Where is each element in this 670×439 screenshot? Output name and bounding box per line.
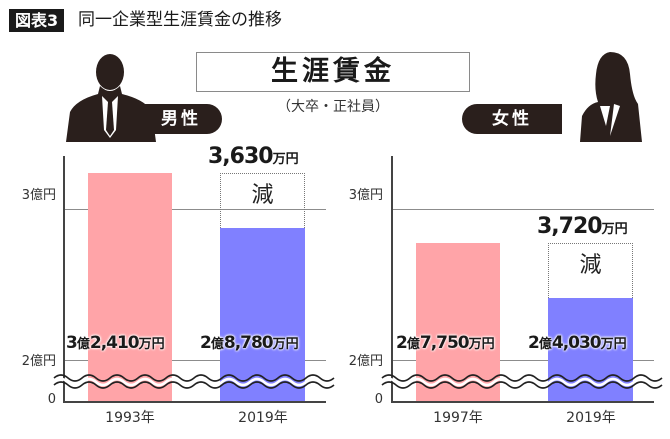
value-label-male-2019: 2億8,780万円 [200,333,299,353]
female-label-pill: 女性 [462,104,562,134]
x-axis-female [391,401,654,403]
gridline-2oku-female [392,360,654,361]
decrease-amount-female: 3,720万円 [537,214,628,239]
axis-break-wave-icon [381,374,663,389]
decrease-amount-value: 3,720 [537,214,603,239]
x-axis-male [63,401,326,403]
gridline-3oku-female [392,209,654,210]
male-label-pill: 男性 [140,104,222,134]
chart-subtitle: （大卒・正社員） [277,99,389,115]
axis-break-wave-icon [53,374,335,389]
decrease-box-male: 減 [220,173,305,228]
y-tick-2oku-female: 2億円 [348,354,383,369]
x-label-1993: 1993年 [105,410,155,426]
value-label-male-1993: 3億2,410万円 [66,333,165,353]
gridline-2oku [64,360,326,361]
value-label-female-2019: 2億4,030万円 [528,333,627,353]
y-tick-zero: 0 [47,392,56,407]
value-label-female-1997: 2億7,750万円 [396,333,495,353]
bar-male-2019 [220,228,305,401]
decrease-box-female: 減 [548,243,633,298]
y-tick-zero-female: 0 [374,392,383,407]
businessman-silhouette-icon [66,54,156,142]
bar-female-1997 [416,243,500,401]
x-label-1997: 1997年 [433,410,483,426]
y-tick-3oku-female: 3億円 [348,188,383,203]
figure-number-badge: 図表3 [9,9,65,32]
decrease-label: 減 [251,183,274,208]
figure-title: 同一企業型生涯賃金の推移 [78,10,282,30]
decrease-amount-value: 3,630 [208,144,274,169]
gridline-3oku [64,209,326,210]
decrease-amount-male: 3,630万円 [208,144,299,169]
y-tick-3oku: 3億円 [21,188,56,203]
chart-main-title: 生涯賃金 [196,52,470,92]
y-axis-male [63,156,65,402]
decrease-label: 減 [579,253,602,278]
bar-male-1993 [88,173,172,401]
x-label-male-2019: 2019年 [238,410,288,426]
y-axis-female [391,156,393,402]
businesswoman-silhouette-icon [580,52,642,142]
y-tick-2oku: 2億円 [21,354,56,369]
x-label-female-2019: 2019年 [566,410,616,426]
decrease-amount-unit: 万円 [601,222,628,237]
decrease-amount-unit: 万円 [272,152,299,167]
